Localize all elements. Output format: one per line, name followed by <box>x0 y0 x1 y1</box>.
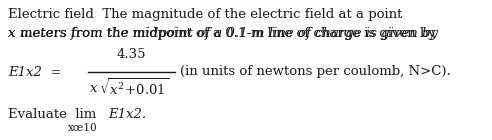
Text: xœ10: xœ10 <box>68 123 98 133</box>
Text: 4.35: 4.35 <box>117 48 146 61</box>
Text: x: x <box>8 27 16 40</box>
Text: E1x2.: E1x2. <box>108 108 146 121</box>
Text: (in units of newtons per coulomb, N>C).: (in units of newtons per coulomb, N>C). <box>180 66 451 79</box>
Text: meters from the midpoint of a 0.1-m line of charge is given by: meters from the midpoint of a 0.1-m line… <box>16 27 436 40</box>
Text: Evaluate  lim: Evaluate lim <box>8 108 105 121</box>
Text: x meters from the midpoint of a 0.1-m line of charge is given by: x meters from the midpoint of a 0.1-m li… <box>8 27 438 40</box>
Text: E1x2  =: E1x2 = <box>8 66 62 79</box>
Text: $\sqrt{x^2\!+\!0.01}$: $\sqrt{x^2\!+\!0.01}$ <box>99 78 169 98</box>
Text: x: x <box>90 81 97 94</box>
Text: Electric field  The magnitude of the electric field at a point: Electric field The magnitude of the elec… <box>8 8 402 21</box>
